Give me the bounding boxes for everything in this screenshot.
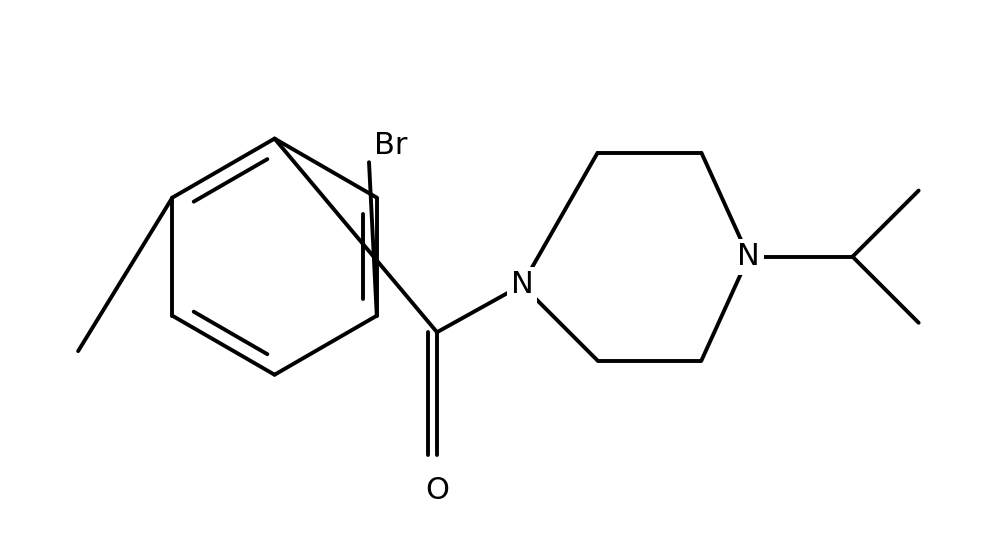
Text: O: O xyxy=(425,476,449,505)
Text: N: N xyxy=(510,271,533,300)
Text: Br: Br xyxy=(373,131,407,160)
Text: N: N xyxy=(737,242,760,271)
